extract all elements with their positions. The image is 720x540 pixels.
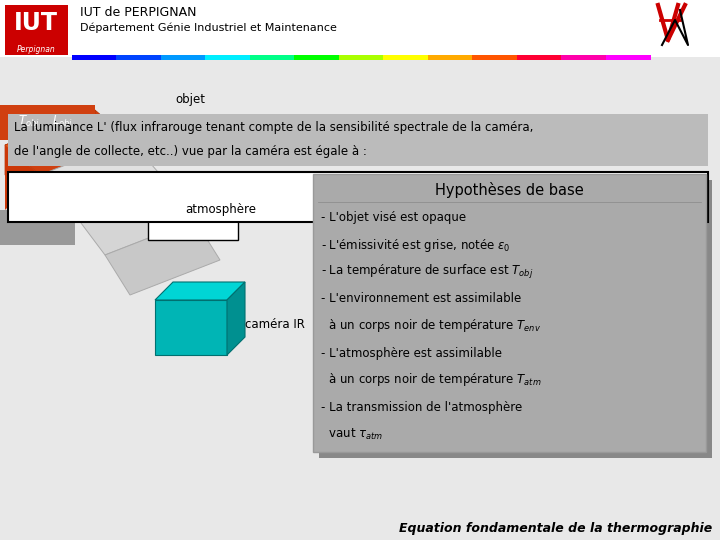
Polygon shape	[5, 110, 95, 175]
Bar	[8, 114, 708, 166]
Bar	[0, 105, 95, 140]
Text: - L'atmosphère est assimilable: - L'atmosphère est assimilable	[321, 347, 502, 360]
Text: - La transmission de l'atmosphère: - La transmission de l'atmosphère	[321, 401, 522, 414]
Bar	[0, 0, 720, 57]
Text: à un corps noir de température $T_{env}$: à un corps noir de température $T_{env}$	[321, 318, 541, 334]
Bar	[561, 55, 606, 60]
Bar	[148, 192, 238, 240]
Polygon shape	[75, 180, 195, 255]
Text: - La température de surface est $T_{obj}$: - La température de surface est $T_{obj}…	[321, 263, 534, 281]
Text: Département Génie Industriel et Maintenance: Département Génie Industriel et Maintena…	[80, 23, 337, 33]
Polygon shape	[155, 282, 245, 300]
Text: $T_{obj}$: $T_{obj}$	[18, 113, 40, 131]
Bar	[472, 55, 518, 60]
Text: objet: objet	[175, 93, 205, 106]
Text: caméra IR: caméra IR	[245, 319, 305, 332]
Polygon shape	[40, 140, 165, 215]
Text: à un corps noir de température $T_{atm}$: à un corps noir de température $T_{atm}$	[321, 372, 541, 388]
Text: de l'angle de collecte, etc..) vue par la caméra est égale à :: de l'angle de collecte, etc..) vue par l…	[14, 145, 367, 159]
Bar	[0, 60, 720, 540]
Text: vaut $\tau_{atm}$: vaut $\tau_{atm}$	[321, 427, 383, 442]
Polygon shape	[5, 145, 40, 210]
Bar	[250, 55, 295, 60]
Text: $L_{obj}$: $L_{obj}$	[52, 113, 73, 131]
Bar	[0, 210, 75, 245]
Text: IUT: IUT	[14, 11, 58, 35]
Bar	[117, 55, 162, 60]
Bar	[8, 172, 708, 222]
Text: - L'objet visé est opaque: - L'objet visé est opaque	[321, 212, 466, 225]
Text: La luminance L' (flux infrarouge tenant compte de la sensibilité spectrale de la: La luminance L' (flux infrarouge tenant …	[14, 122, 534, 134]
Polygon shape	[105, 220, 220, 295]
Bar	[72, 55, 117, 60]
Bar	[339, 55, 384, 60]
Bar	[294, 55, 340, 60]
Text: - L'environnement est assimilable: - L'environnement est assimilable	[321, 293, 521, 306]
Bar	[161, 55, 207, 60]
Bar	[313, 174, 706, 452]
Text: IUT de PERPIGNAN: IUT de PERPIGNAN	[80, 6, 197, 19]
Text: - L'émissivité est grise, notée $\varepsilon_0$: - L'émissivité est grise, notée $\vareps…	[321, 237, 510, 253]
Bar	[5, 5, 68, 55]
Text: Hypothèses de base: Hypothèses de base	[435, 182, 584, 198]
Bar	[205, 55, 251, 60]
Polygon shape	[5, 110, 130, 175]
Text: Equation fondamentale de la thermographie: Equation fondamentale de la thermographi…	[399, 522, 712, 535]
Bar	[606, 55, 651, 60]
Bar	[319, 180, 712, 458]
Bar	[517, 55, 562, 60]
Polygon shape	[227, 282, 245, 355]
Polygon shape	[155, 300, 227, 355]
Text: atmosphère: atmosphère	[185, 204, 256, 217]
Bar	[383, 55, 428, 60]
Text: Perpignan: Perpignan	[17, 44, 55, 53]
Bar	[428, 55, 473, 60]
